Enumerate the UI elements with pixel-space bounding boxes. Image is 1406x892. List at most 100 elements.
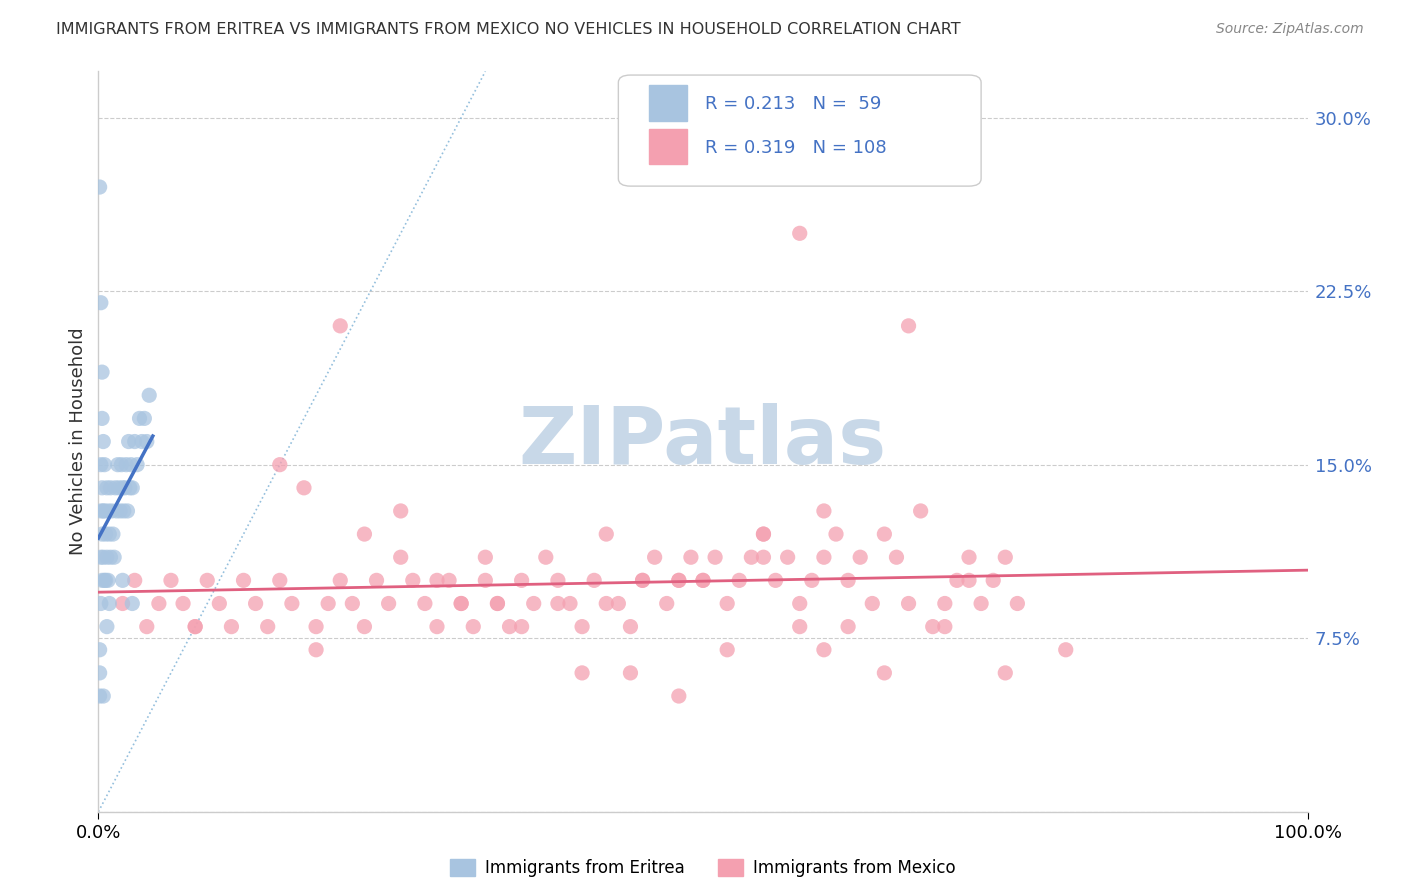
- Point: [90, 295, 112, 310]
- Point: [450, 597, 472, 611]
- Point: [413, 597, 436, 611]
- Point: [118, 481, 141, 495]
- Point: [329, 574, 352, 588]
- Point: [692, 574, 714, 588]
- Point: [486, 597, 509, 611]
- Point: [221, 619, 243, 633]
- Point: [114, 481, 136, 495]
- Point: [245, 597, 267, 611]
- Point: [103, 550, 125, 565]
- Point: [138, 388, 160, 402]
- Point: [256, 619, 278, 633]
- Point: [91, 527, 114, 541]
- Point: [98, 527, 121, 541]
- Point: [172, 597, 194, 611]
- Point: [450, 597, 472, 611]
- Point: [111, 481, 134, 495]
- Point: [329, 318, 352, 333]
- Point: [91, 434, 114, 449]
- Point: [849, 550, 872, 565]
- Point: [269, 574, 291, 588]
- Point: [117, 504, 139, 518]
- Point: [463, 619, 485, 633]
- Point: [90, 504, 112, 518]
- Point: [90, 458, 112, 472]
- Point: [837, 574, 859, 588]
- Point: [752, 527, 775, 541]
- Point: [728, 574, 751, 588]
- Point: [910, 504, 932, 518]
- Point: [873, 665, 896, 680]
- Point: [353, 527, 375, 541]
- Point: [131, 434, 153, 449]
- Point: [389, 504, 412, 518]
- Point: [752, 550, 775, 565]
- Point: [716, 642, 738, 657]
- Point: [118, 434, 141, 449]
- Point: [668, 689, 690, 703]
- Point: [120, 458, 142, 472]
- Point: [195, 574, 218, 588]
- Point: [571, 619, 593, 633]
- Point: [921, 619, 943, 633]
- Text: ZIPatlas: ZIPatlas: [519, 402, 887, 481]
- Point: [607, 597, 630, 611]
- Point: [100, 550, 122, 565]
- Point: [679, 550, 702, 565]
- Point: [994, 665, 1017, 680]
- Y-axis label: No Vehicles in Household: No Vehicles in Household: [69, 327, 87, 556]
- Point: [716, 597, 738, 611]
- Point: [740, 550, 762, 565]
- Point: [281, 597, 304, 611]
- Point: [94, 574, 117, 588]
- Point: [897, 318, 920, 333]
- Point: [873, 527, 896, 541]
- Point: [305, 642, 328, 657]
- Point: [127, 458, 149, 472]
- Point: [571, 665, 593, 680]
- Point: [946, 574, 969, 588]
- Point: [825, 527, 848, 541]
- Point: [595, 597, 617, 611]
- Point: [402, 574, 425, 588]
- Point: [128, 411, 150, 425]
- Point: [510, 619, 533, 633]
- Point: [619, 619, 641, 633]
- Point: [89, 665, 111, 680]
- Point: [474, 550, 496, 565]
- Point: [752, 527, 775, 541]
- Point: [776, 550, 799, 565]
- Point: [97, 574, 120, 588]
- Point: [800, 574, 823, 588]
- Point: [558, 597, 581, 611]
- Point: [897, 597, 920, 611]
- Point: [91, 411, 114, 425]
- Point: [91, 481, 114, 495]
- Point: [486, 597, 509, 611]
- Point: [595, 527, 617, 541]
- Point: [208, 597, 231, 611]
- Point: [305, 619, 328, 633]
- Point: [91, 574, 114, 588]
- Point: [111, 574, 134, 588]
- Point: [692, 574, 714, 588]
- Point: [498, 619, 520, 633]
- Point: [789, 227, 811, 241]
- Point: [523, 597, 546, 611]
- Point: [316, 597, 339, 611]
- Point: [90, 597, 112, 611]
- Point: [98, 597, 121, 611]
- Point: [934, 619, 956, 633]
- Point: [115, 458, 138, 472]
- Point: [96, 619, 118, 633]
- Point: [813, 504, 835, 518]
- Point: [292, 481, 315, 495]
- Point: [91, 550, 114, 565]
- Point: [96, 550, 118, 565]
- Point: [93, 504, 115, 518]
- Point: [389, 550, 412, 565]
- Point: [437, 574, 460, 588]
- Point: [90, 550, 112, 565]
- Point: [474, 574, 496, 588]
- Point: [837, 619, 859, 633]
